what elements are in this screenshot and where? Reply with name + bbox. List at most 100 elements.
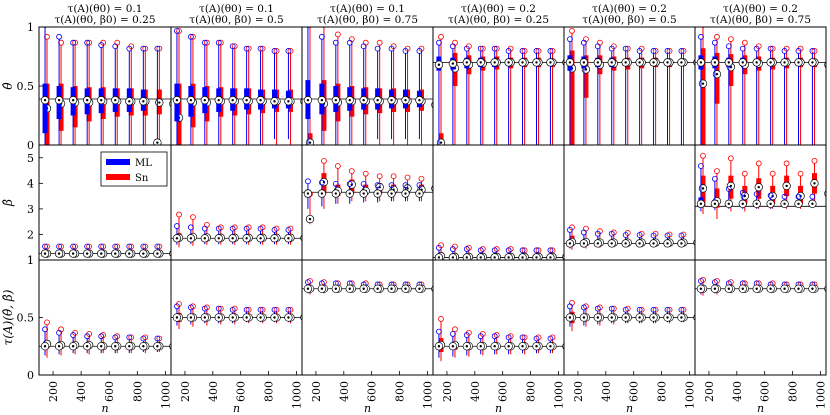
sn-outlier — [259, 45, 266, 52]
sn-outlier — [438, 316, 444, 322]
ml-outlier — [416, 182, 423, 189]
sn-box — [700, 48, 706, 145]
sn-median-dot — [584, 68, 588, 71]
ml-outlier — [608, 230, 615, 237]
ml-outlier — [84, 243, 91, 250]
panel-tau-6: 200 400 600 800 1000 — [694, 259, 827, 409]
ml-outlier — [436, 244, 442, 251]
sn-median-dot — [757, 185, 760, 189]
panel-tau-4: 200 400 600 800 1000 — [432, 259, 565, 409]
panel-title-line2: τ(A)(θ0, β0) = 0.75 — [317, 14, 418, 26]
ml-outlier — [29, 244, 34, 249]
sn-outlier — [156, 335, 163, 342]
ml-median-dot — [549, 345, 552, 348]
ml-median — [159, 234, 167, 242]
sn-median-dot — [303, 237, 305, 239]
sn-outlier — [245, 306, 252, 313]
ml-median-dot — [699, 202, 703, 205]
ml-box — [685, 48, 690, 98]
ml-outlier — [112, 334, 119, 341]
ml-outlier — [678, 306, 685, 313]
sn-outlier — [432, 47, 433, 51]
ml-median-dot — [507, 256, 510, 259]
sn-outlier — [432, 177, 433, 181]
ml-median-dot — [156, 345, 159, 348]
sn-outlier — [624, 45, 631, 52]
sn-median-dot — [696, 316, 698, 318]
panel-title-line2: τ(A)(θ0, β0) = 0.25 — [54, 14, 155, 26]
ml-box — [42, 83, 48, 134]
ml-median-dot — [451, 62, 455, 65]
ml-outlier — [215, 305, 222, 312]
ml-outlier — [332, 39, 339, 46]
panel-beta-1: 1 2 3 4 5 — [27, 144, 172, 267]
sn-outlier — [755, 160, 762, 167]
panel-tau-3: 200 400 600 800 1000 — [301, 259, 434, 409]
ml-median-dot — [535, 256, 538, 259]
ml-outlier — [70, 39, 77, 46]
ml-outlier — [463, 332, 470, 338]
ml-median-dot — [797, 61, 800, 64]
ml-median-dot — [493, 61, 496, 64]
sn-box — [825, 185, 826, 202]
ml-median-dot — [418, 287, 421, 290]
sn-box — [825, 58, 826, 86]
ml-outlier — [346, 180, 353, 187]
ml-median-dot — [320, 192, 324, 195]
ml-outlier — [126, 334, 133, 341]
ml-median-dot — [273, 316, 276, 319]
y-tick-label: 1 — [27, 21, 34, 34]
ml-outlier — [519, 334, 526, 341]
ml-median-dot — [376, 192, 379, 195]
sn-median-dot — [406, 187, 409, 190]
ml-median-dot — [175, 316, 179, 319]
sn-outlier — [694, 49, 695, 53]
ml-median-dot — [493, 345, 496, 348]
ml-outlier — [491, 333, 498, 340]
ml-outlier — [423, 244, 428, 249]
sn-outlier — [86, 243, 93, 250]
x-tick-label: 600 — [235, 381, 248, 402]
sn-outlier — [825, 282, 826, 287]
ml-outlier — [271, 48, 278, 54]
ml-median-dot — [306, 287, 310, 290]
ml-outlier — [739, 189, 746, 196]
ml-outlier — [318, 179, 325, 186]
x-tick-label: 600 — [497, 381, 510, 402]
ml-outlier — [257, 306, 264, 313]
sn-median-dot — [308, 141, 312, 144]
ml-median-dot — [203, 316, 207, 319]
ml-median-dot — [596, 242, 600, 245]
ml-median-dot — [71, 345, 75, 348]
ml-outlier — [622, 45, 629, 52]
ml-outlier — [753, 191, 760, 198]
panel-title-line1: τ(A)(θ0) = 0.2 — [461, 3, 536, 15]
ml-outlier — [650, 232, 657, 239]
x-tick-label: 200 — [703, 381, 716, 402]
ml-median-dot — [610, 242, 613, 245]
ml-outlier — [318, 33, 325, 40]
sn-median — [824, 61, 826, 69]
ml-median-dot — [811, 61, 814, 64]
x-tick-label: 600 — [628, 381, 641, 402]
ml-outlier — [698, 33, 704, 40]
x-tick-label: 400 — [600, 381, 613, 402]
sn-outlier — [44, 243, 50, 250]
x-tick-label: 400 — [469, 381, 482, 402]
sn-box — [432, 184, 433, 194]
ml-outlier — [608, 305, 615, 312]
panel-beta-3 — [301, 144, 434, 261]
ml-outlier — [98, 42, 105, 48]
sn-outlier — [741, 170, 748, 177]
ml-median-dot — [755, 61, 758, 64]
ml-median-dot — [362, 98, 365, 102]
ml-median-dot — [465, 61, 469, 64]
ml-outlier — [567, 303, 573, 310]
sn-outlier — [170, 46, 171, 51]
ml-median-dot — [727, 202, 731, 205]
sn-box — [694, 316, 695, 319]
ml-outlier — [201, 39, 208, 46]
ml-median-dot — [162, 316, 164, 318]
ml-median-dot — [71, 252, 75, 255]
ml-median-dot — [259, 237, 262, 240]
